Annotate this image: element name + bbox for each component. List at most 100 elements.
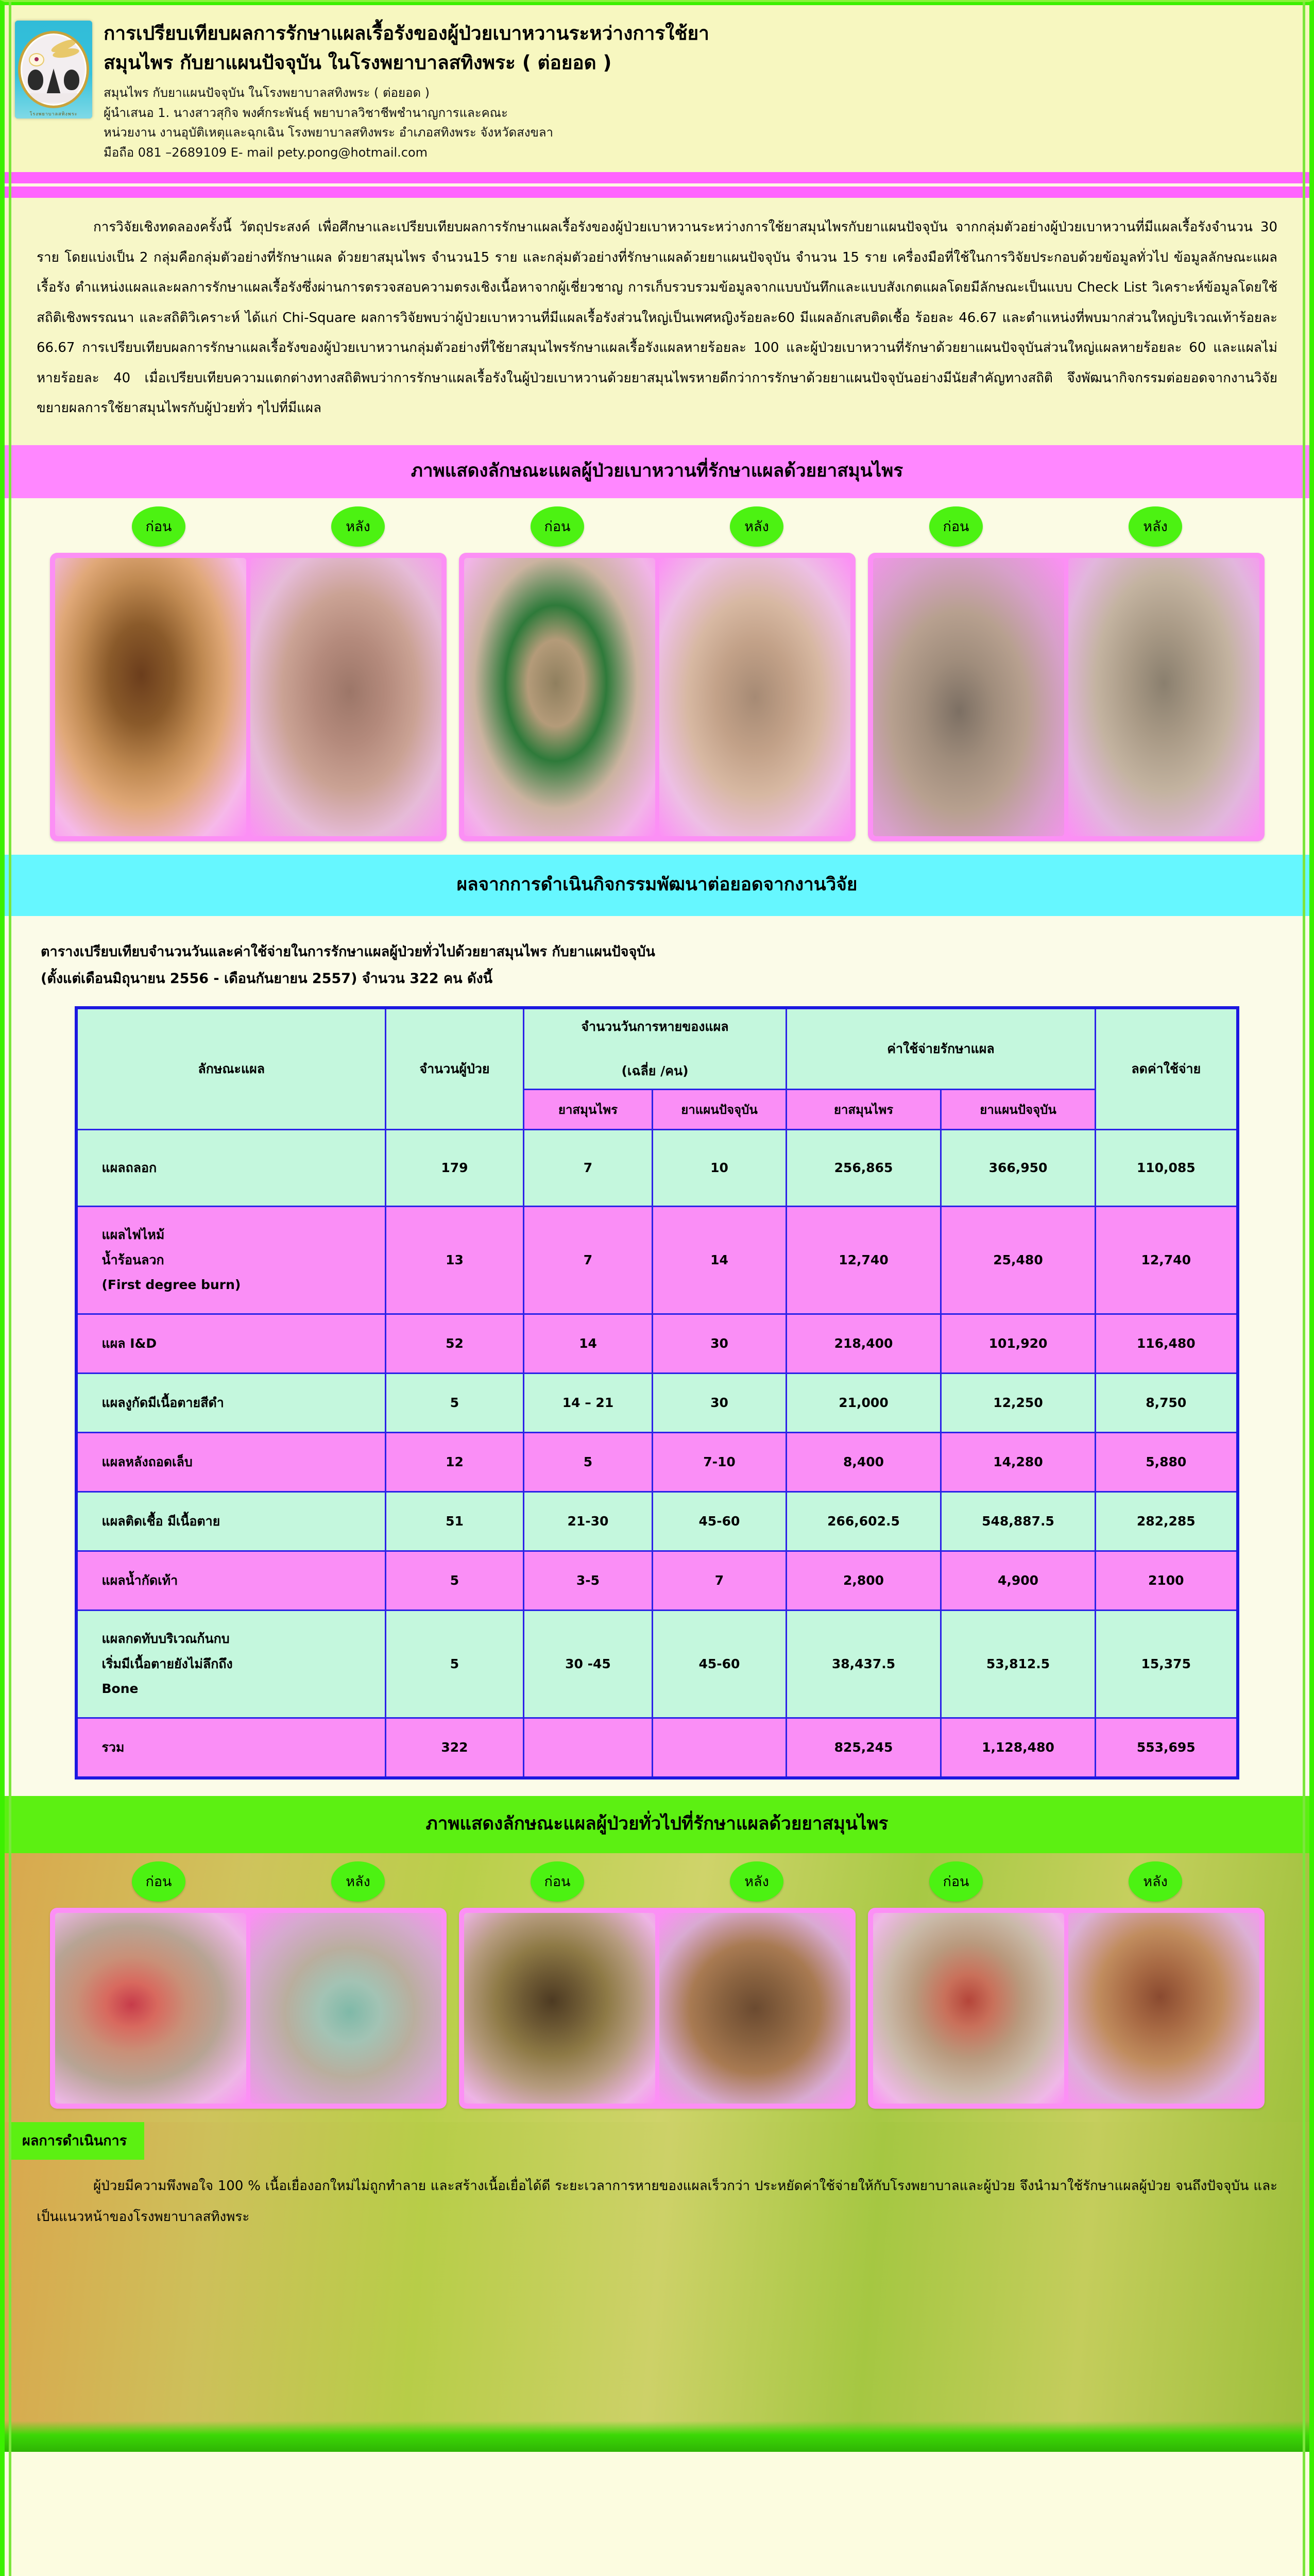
cell-patients: 5 <box>384 1609 524 1719</box>
wound-photo-before <box>55 557 246 836</box>
wound-photo-before <box>873 1912 1064 2104</box>
cell-cost-modern: 53,812.5 <box>940 1609 1096 1719</box>
banner-gallery-general: ภาพแสดงลักษณะแผลผู้ป่วยทั่วไปที่รักษาแผล… <box>5 1795 1309 1853</box>
chip-after: หลัง <box>331 506 385 547</box>
table-row: แผลติดเชื้อ มีเนื้อตาย 51 21-30 45-60 26… <box>75 1490 1238 1552</box>
cell-cost-modern: 548,887.5 <box>940 1490 1096 1552</box>
cell-wound-type: แผลหลังถอดเล็บ <box>75 1431 386 1493</box>
chip-group-1: ก่อน หลัง <box>59 1861 458 1902</box>
cell-days-modern: 10 <box>651 1128 788 1207</box>
wound-photo-after <box>250 1912 441 2104</box>
chip-after: หลัง <box>1129 506 1182 547</box>
poster-header: โรงพยาบาลสทิงพระ การเปรียบเทียบผลการรักษ… <box>5 2 1309 173</box>
cell-patients: 12 <box>384 1431 524 1493</box>
wound-photo-before <box>873 557 1064 836</box>
cell-days-modern: 7-10 <box>651 1431 788 1493</box>
photo-card <box>867 1907 1265 2109</box>
cell-savings: 282,285 <box>1095 1490 1238 1552</box>
cell-cost-herbal: 21,000 <box>786 1372 942 1433</box>
wound-photo-before <box>464 1912 655 2104</box>
divider-magenta-bottom <box>5 187 1309 198</box>
cell-cost-modern: 4,900 <box>940 1550 1096 1611</box>
cell-wound-type-line-3: (First degree burn) <box>101 1277 241 1293</box>
cell-savings: 2100 <box>1095 1550 1238 1611</box>
cell-cost-herbal: 8,400 <box>786 1431 942 1493</box>
th-healing-days: จำนวนวันการหายของแผล (เฉลี่ย /คน) <box>522 1007 788 1090</box>
cell-savings: 110,085 <box>1095 1128 1238 1207</box>
cell-cost-herbal: 2,800 <box>786 1550 942 1611</box>
chip-after: หลัง <box>730 1861 783 1902</box>
cell-wound-type-line-2: เริ่มมีเนื้อตายยังไม่ลึกถึง <box>101 1656 233 1671</box>
table-header-row: ลักษณะแผล จำนวนผู้ป่วย จำนวนวันการหายของ… <box>75 1007 1238 1130</box>
table-row: แผลถลอก 179 7 10 256,865 366,950 110,085 <box>75 1128 1238 1207</box>
table-subheader-row: ยาสมุนไพร ยาแผนปัจจุบัน ยาสมุนไพร ยาแผนป… <box>76 1088 1237 1130</box>
logo-base <box>26 93 81 103</box>
tree-icon <box>28 70 43 90</box>
cell-days-herbal: 14 <box>522 1313 653 1374</box>
conclusion-tag: ผลการดำเนินการ <box>10 2122 145 2160</box>
wound-photo-after <box>1068 1912 1259 2104</box>
abstract-text: การวิจัยเชิงทดลองครั้งนี้ วัตถุประสงค์ เ… <box>37 219 1277 416</box>
table-row: แผลไฟไหม้ น้ำร้อนลวก (First degree burn)… <box>75 1205 1238 1315</box>
wound-photo-after <box>1068 557 1259 836</box>
cell-days-herbal: 7 <box>522 1128 653 1207</box>
wound-photo-before <box>55 1912 246 2104</box>
header-subline-3: หน่วยงาน งานอุบัติเหตุและฉุกเฉิน โรงพยาบ… <box>104 125 554 140</box>
header-text-block: การเปรียบเทียบผลการรักษาแผลเรื้อรังของผู… <box>92 14 1309 163</box>
cell-patients: 5 <box>384 1550 524 1611</box>
chip-before: ก่อน <box>531 1861 584 1902</box>
cell-cost-modern: 101,920 <box>940 1313 1096 1374</box>
chip-before: ก่อน <box>531 506 584 547</box>
cell-days-modern: 45-60 <box>651 1490 788 1552</box>
cell-days-herbal: 30 -45 <box>522 1609 653 1719</box>
cell-wound-type-line-3: Bone <box>101 1681 139 1697</box>
cell-days-herbal: 3-5 <box>522 1550 653 1611</box>
tree-icon <box>64 70 79 90</box>
title-line-1: การเปรียบเทียบผลการรักษาแผลเรื้อรังของผู… <box>104 22 709 44</box>
title-line-2: สมุนไพร กับยาแผนปัจจุบัน ในโรงพยาบาลสทิง… <box>104 52 612 74</box>
th-days-herbal: ยาสมุนไพร <box>522 1088 653 1130</box>
cell-days-herbal: 7 <box>522 1205 653 1315</box>
divider-thin <box>5 183 1309 187</box>
chip-after: หลัง <box>331 1861 385 1902</box>
photo-row-top <box>5 552 1309 841</box>
chip-before: ก่อน <box>929 506 983 547</box>
table-row-total: รวม 322 825,245 1,128,480 553,695 <box>75 1717 1238 1779</box>
chip-group-3: ก่อน หลัง <box>857 506 1255 547</box>
cell-cost-modern: 14,280 <box>940 1431 1096 1493</box>
table-row: แผลน้ำกัดเท้า 5 3-5 7 2,800 4,900 2100 <box>75 1550 1238 1611</box>
hospital-logo-icon: โรงพยาบาลสทิงพระ <box>15 21 92 118</box>
cell-total-days-herbal <box>522 1717 653 1779</box>
th-days-modern: ยาแผนปัจจุบัน <box>651 1088 788 1130</box>
chip-group-2: ก่อน หลัง <box>458 1861 857 1902</box>
photo-row-bottom <box>5 1907 1309 2109</box>
photo-card <box>458 552 856 841</box>
cell-cost-herbal: 218,400 <box>786 1313 942 1374</box>
table-caption-line-1: ตารางเปรียบเทียบจำนวนวันและค่าใช้จ่ายในก… <box>41 943 655 960</box>
table-row: แผลงูกัดมีเนื้อตายสีดำ 5 14 – 21 30 21,0… <box>75 1372 1238 1433</box>
table-row: แผล I&D 52 14 30 218,400 101,920 116,480 <box>75 1313 1238 1374</box>
cell-wound-type: แผลงูกัดมีเนื้อตายสีดำ <box>75 1372 386 1433</box>
cell-days-modern: 30 <box>651 1372 788 1433</box>
conclusion-section: ผลการดำเนินการ ผู้ป่วยมีความพึงพอใจ 100 … <box>5 2122 1309 2452</box>
chip-after: หลัง <box>1129 1861 1182 1902</box>
cell-wound-type-line-2: น้ำร้อนลวก <box>101 1252 164 1267</box>
cell-total-days-modern <box>651 1717 788 1779</box>
cell-cost-herbal: 38,437.5 <box>786 1609 942 1719</box>
cell-cost-herbal: 256,865 <box>786 1128 942 1207</box>
th-cost-modern: ยาแผนปัจจุบัน <box>940 1088 1096 1130</box>
photo-card <box>49 552 447 841</box>
cell-cost-herbal: 266,602.5 <box>786 1490 942 1552</box>
cell-days-modern: 7 <box>651 1550 788 1611</box>
cell-patients: 52 <box>384 1313 524 1374</box>
table-row: แผลกดทับบริเวณก้นกบ เริ่มมีเนื้อตายยังไม… <box>75 1609 1238 1719</box>
th-healing-days-main: จำนวนวันการหายของแผล <box>581 1019 729 1034</box>
cell-wound-type: แผลติดเชื้อ มีเนื้อตาย <box>75 1490 386 1552</box>
cell-total-label: รวม <box>75 1717 386 1779</box>
header-subline-1: สมุนไพร กับยาแผนปัจจุบัน ในโรงพยาบาลสทิง… <box>104 85 430 100</box>
th-healing-days-sub: (เฉลี่ย /คน) <box>621 1063 689 1078</box>
banner-gallery-diabetic: ภาพแสดงลักษณะแผลผู้ป่วยเบาหวานที่รักษาแผ… <box>5 445 1309 498</box>
wound-photo-before <box>464 557 655 836</box>
chip-after: หลัง <box>730 506 783 547</box>
chip-row-top: ก่อน หลัง ก่อน หลัง ก่อน หลัง <box>5 506 1309 547</box>
